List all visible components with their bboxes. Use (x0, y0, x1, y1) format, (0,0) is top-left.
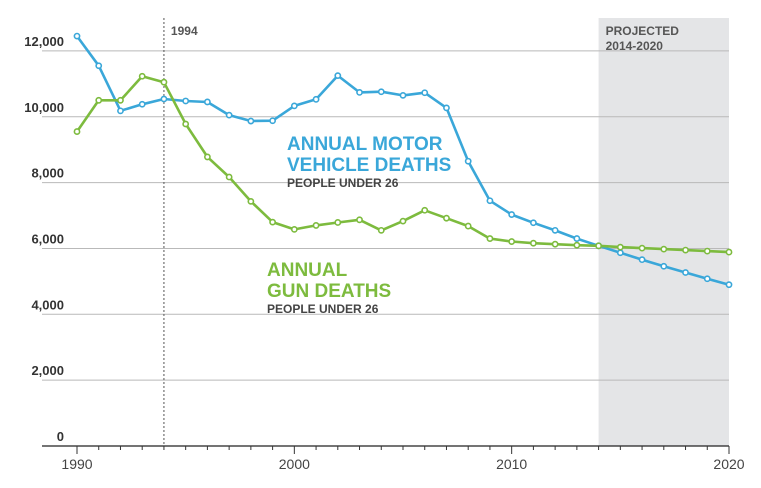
data-point (312, 222, 320, 229)
data-point (551, 226, 559, 234)
data-point (530, 239, 537, 247)
data-point (508, 238, 516, 245)
data-point (334, 219, 342, 226)
data-point (247, 117, 255, 125)
data-point (703, 275, 711, 283)
data-point (464, 222, 472, 230)
data-point (443, 214, 450, 222)
data-point (421, 206, 429, 214)
data-point (117, 107, 124, 115)
data-point (616, 243, 624, 251)
data-point (638, 244, 646, 252)
gun-series-label-line2: GUN DEATHS (267, 281, 391, 302)
data-point (247, 197, 255, 205)
data-point (95, 96, 103, 104)
gridlines (42, 50, 729, 447)
x-axis: 1990 2000 2010 2020 (61, 446, 745, 472)
data-point (160, 78, 168, 86)
data-point (138, 72, 146, 80)
projected-region (598, 18, 729, 446)
data-point (269, 218, 276, 226)
y-tick-label: 12,000 (24, 34, 64, 49)
data-point (464, 157, 472, 165)
data-point (682, 269, 689, 276)
data-point (138, 100, 146, 108)
x-tick-label: 2000 (279, 456, 310, 472)
data-point (334, 72, 342, 80)
data-point (443, 104, 450, 112)
data-point (595, 242, 602, 250)
y-tick-label: 0 (57, 429, 64, 444)
projected-range-label: 2014-2020 (606, 39, 664, 53)
data-point (377, 88, 385, 96)
data-point (73, 128, 81, 135)
data-point (73, 32, 81, 40)
data-point (486, 197, 494, 205)
data-point (269, 117, 276, 125)
x-tick-label: 1990 (61, 456, 92, 472)
y-axis: 0 2,000 4,000 6,000 8,000 10,000 12,000 (24, 34, 64, 444)
data-point (225, 173, 233, 181)
data-point (225, 111, 233, 119)
data-point (95, 62, 103, 70)
data-point (638, 256, 646, 264)
data-point (551, 240, 559, 248)
x-tick-label: 2010 (496, 456, 527, 472)
y-tick-label: 4,000 (31, 297, 64, 312)
data-point (160, 95, 168, 103)
data-point (182, 97, 190, 105)
data-point (356, 89, 363, 96)
data-point (377, 226, 385, 234)
data-point (725, 281, 733, 289)
reference-line-label: 1994 (171, 24, 198, 38)
data-point (421, 89, 429, 97)
data-point (573, 235, 581, 242)
data-point (290, 102, 298, 110)
data-point (660, 245, 668, 253)
data-point (203, 153, 211, 161)
data-point (573, 241, 581, 249)
data-point (182, 120, 190, 128)
gun-series-subtitle: PEOPLE UNDER 26 (267, 302, 379, 316)
y-tick-label: 10,000 (24, 100, 64, 115)
data-point (508, 211, 516, 218)
data-point (682, 246, 689, 254)
x-tick-label: 2020 (713, 456, 744, 472)
gun-series-label: ANNUAL (267, 260, 348, 281)
motor-vehicle-series-label: ANNUAL MOTOR (287, 134, 443, 155)
data-point (616, 249, 624, 257)
data-point (660, 262, 668, 270)
y-tick-label: 8,000 (31, 166, 64, 181)
data-point (203, 98, 211, 106)
data-point (530, 219, 537, 227)
motor-vehicle-series-subtitle: PEOPLE UNDER 26 (287, 176, 399, 190)
projected-label: PROJECTED (606, 24, 680, 38)
data-point (290, 225, 298, 233)
data-point (486, 235, 494, 242)
series-layer (73, 32, 733, 289)
data-point (703, 247, 711, 255)
data-point (725, 248, 733, 256)
data-point (356, 216, 363, 224)
y-tick-label: 6,000 (31, 231, 64, 246)
data-point (399, 217, 407, 225)
data-point (117, 96, 124, 104)
motor-vehicle-series-label-line2: VEHICLE DEATHS (287, 155, 451, 176)
data-point (399, 91, 407, 99)
data-point (312, 95, 320, 103)
y-tick-label: 2,000 (31, 363, 64, 378)
